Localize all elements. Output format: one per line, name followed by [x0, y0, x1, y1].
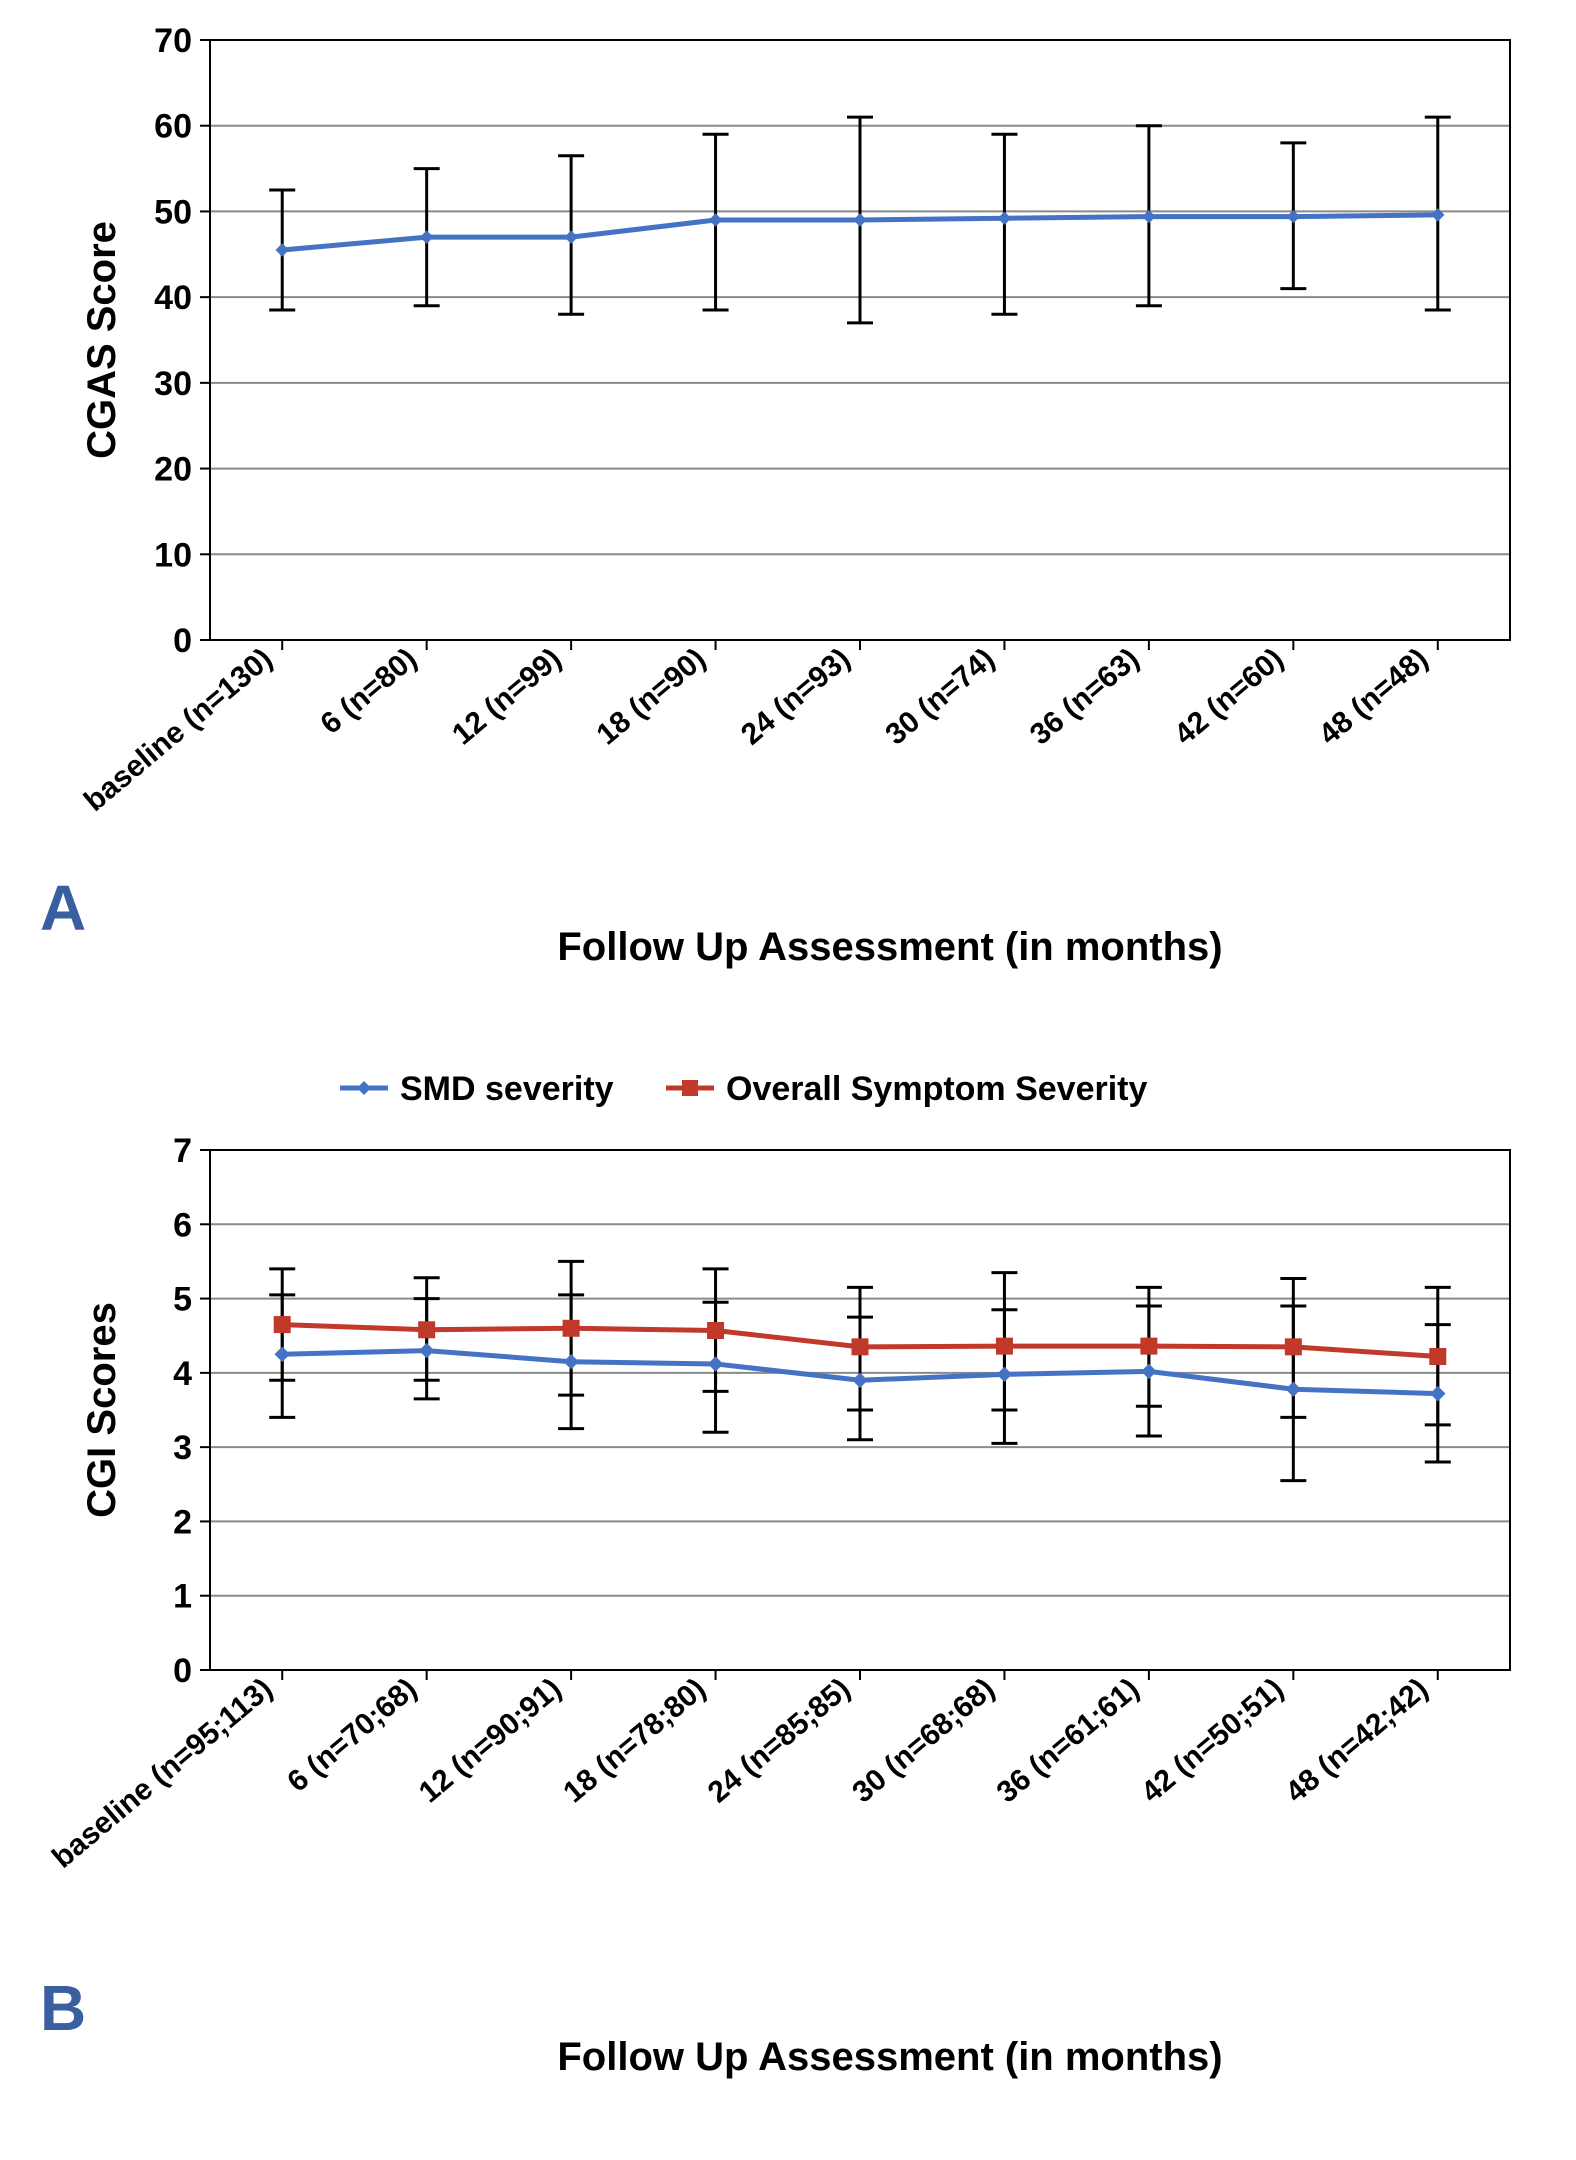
- y-tick-label: 20: [154, 451, 192, 489]
- y-tick-label: 2: [173, 1503, 192, 1541]
- panel-letter: A: [40, 872, 86, 944]
- y-axis-label: CGI Scores: [80, 1302, 124, 1518]
- figure-container: 010203040506070baseline (n=130)6 (n=80)1…: [20, 20, 1556, 2100]
- y-tick-label: 6: [173, 1206, 192, 1244]
- marker-square: [708, 1323, 724, 1339]
- marker-square: [274, 1317, 290, 1333]
- marker-square: [419, 1322, 435, 1338]
- chart-b-block: 01234567baseline (n=95;113)6 (n=70;68)12…: [20, 1040, 1556, 2100]
- y-tick-label: 5: [173, 1281, 192, 1319]
- y-tick-label: 1: [173, 1578, 192, 1616]
- chart-b-svg: 01234567baseline (n=95;113)6 (n=70;68)12…: [20, 1040, 1556, 2100]
- chart-a-svg: 010203040506070baseline (n=130)6 (n=80)1…: [20, 20, 1556, 1000]
- legend-label: SMD severity: [400, 1070, 614, 1108]
- chart-bg: [20, 20, 1556, 1000]
- y-tick-label: 0: [173, 622, 192, 660]
- y-tick-label: 50: [154, 193, 192, 231]
- y-tick-label: 40: [154, 279, 192, 317]
- y-tick-label: 70: [154, 22, 192, 60]
- marker-square: [852, 1339, 868, 1355]
- y-tick-label: 0: [173, 1652, 192, 1690]
- y-axis-label: CGAS Score: [80, 221, 124, 459]
- marker-square: [1141, 1338, 1157, 1354]
- marker-square: [1285, 1339, 1301, 1355]
- y-tick-label: 10: [154, 536, 192, 574]
- x-axis-label: Follow Up Assessment (in months): [557, 2035, 1222, 2079]
- y-tick-label: 60: [154, 108, 192, 146]
- panel-letter: B: [40, 1972, 86, 2044]
- x-axis-label: Follow Up Assessment (in months): [557, 925, 1222, 969]
- y-tick-label: 7: [173, 1132, 192, 1170]
- legend-label: Overall Symptom Severity: [726, 1070, 1148, 1108]
- y-tick-label: 3: [173, 1429, 192, 1467]
- marker-square: [563, 1320, 579, 1336]
- marker-square: [996, 1338, 1012, 1354]
- legend-marker: [682, 1080, 698, 1096]
- chart-a-block: 010203040506070baseline (n=130)6 (n=80)1…: [20, 20, 1556, 1000]
- marker-square: [1430, 1349, 1446, 1365]
- y-tick-label: 30: [154, 365, 192, 403]
- y-tick-label: 4: [173, 1355, 192, 1393]
- chart-bg: [20, 1040, 1556, 2100]
